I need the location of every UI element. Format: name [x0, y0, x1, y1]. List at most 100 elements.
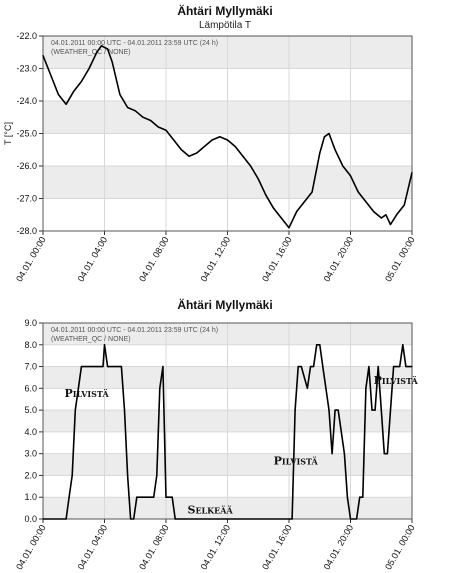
data-point: [303, 201, 305, 203]
data-point: [399, 365, 401, 368]
data-point: [389, 409, 392, 411]
data-point: [173, 139, 175, 141]
data-point: [42, 54, 44, 57]
data-point: [300, 365, 302, 368]
y-axis-label: T [°C]: [3, 122, 13, 145]
annotation-label: Pilvistä: [374, 374, 419, 387]
data-point: [65, 518, 67, 520]
y-tick-label: 3.0: [24, 449, 37, 459]
data-point: [297, 365, 299, 368]
data-point: [377, 365, 379, 368]
data-point: [392, 365, 395, 368]
data-point: [405, 365, 407, 368]
data-point: [177, 518, 179, 520]
data-point: [196, 152, 198, 154]
data-point: [396, 365, 398, 368]
data-point: [280, 217, 282, 219]
x-tick-label: 04.01. 08:00: [137, 235, 171, 283]
data-point: [325, 387, 327, 389]
data-point: [111, 61, 113, 63]
data-point: [50, 74, 52, 76]
data-point: [385, 214, 387, 216]
data-point: [309, 365, 312, 368]
data-point: [403, 204, 405, 206]
x-tick-label: 04.01. 12:00: [199, 235, 233, 283]
data-point: [123, 409, 126, 411]
data-point: [180, 518, 182, 520]
data-point: [108, 365, 110, 368]
data-point: [188, 155, 190, 157]
data-point: [356, 518, 358, 520]
y-tick-label: 4.0: [24, 427, 37, 437]
y-tick-label: 6.0: [24, 383, 37, 393]
data-point: [174, 518, 176, 520]
x-tick-label: 05.01. 00:00: [383, 235, 417, 283]
data-point: [408, 365, 410, 368]
data-point: [343, 453, 345, 455]
data-point: [162, 365, 164, 368]
data-point: [103, 344, 106, 346]
x-tick-label: 04.01. 20:00: [322, 523, 356, 571]
data-point: [106, 48, 109, 50]
y-tick-label: 9.0: [24, 318, 37, 328]
data-point: [386, 453, 388, 455]
data-point: [357, 191, 359, 193]
y-tick-label: 0.0: [24, 514, 37, 524]
data-point: [71, 474, 73, 477]
data-point: [165, 496, 167, 498]
x-tick-label: 04.01. 12:00: [199, 523, 233, 571]
data-point: [371, 409, 373, 411]
data-point: [73, 90, 75, 92]
data-point: [136, 496, 138, 498]
y-tick-label: 8.0: [24, 340, 37, 350]
x-tick-label: 05.01. 00:00: [383, 523, 417, 571]
data-point: [88, 67, 90, 70]
data-point: [165, 129, 167, 131]
data-point: [134, 110, 136, 112]
data-point: [249, 165, 252, 167]
data-point: [372, 210, 375, 213]
data-point: [389, 223, 392, 226]
x-tick-label: 04.01. 04:00: [76, 235, 110, 283]
data-point: [139, 496, 141, 498]
data-point: [100, 45, 103, 47]
data-point: [133, 518, 135, 520]
data-point: [80, 365, 83, 368]
data-point: [365, 201, 367, 203]
data-point: [96, 51, 98, 53]
period-info-text: 04.01.2011 00:00 UTC - 04.01.2011 23:59 …: [51, 40, 218, 47]
data-point: [306, 387, 309, 389]
data-point: [42, 518, 44, 520]
y-tick-label: -25.0: [16, 129, 37, 139]
y-tick-label: -28.0: [16, 226, 37, 236]
data-point: [342, 165, 344, 167]
y-tick-label: -23.0: [16, 64, 37, 74]
data-point: [126, 106, 129, 109]
data-point: [346, 496, 349, 498]
data-point: [368, 365, 370, 368]
data-point: [150, 119, 152, 122]
data-point: [226, 139, 229, 141]
temperature-chart-panel: Ähtäri Myllymäki Lämpötila T -22.0 -23.0 -…: [0, 0, 450, 286]
y-tick-label: 7.0: [24, 362, 37, 372]
data-point: [352, 518, 355, 520]
x-tick-label: 04.01. 20:00: [322, 235, 356, 283]
data-point: [211, 139, 213, 141]
data-point: [319, 344, 321, 346]
y-tick-label: -27.0: [16, 194, 37, 204]
chart-title: Ähtäri Myllymäki: [177, 298, 273, 312]
series-line: [42, 44, 413, 229]
data-point: [383, 453, 385, 455]
y-tick-label: -24.0: [16, 96, 37, 106]
plot-frame: [42, 35, 413, 232]
x-tick-label: 04.01. 08:00: [137, 523, 171, 571]
x-tick-label: 04.01. 04:00: [76, 523, 110, 571]
data-point: [102, 365, 104, 368]
data-point: [157, 126, 159, 128]
data-point: [159, 387, 161, 389]
data-point: [319, 152, 321, 154]
data-point: [359, 496, 361, 498]
data-point: [411, 171, 413, 174]
data-point: [396, 214, 398, 216]
data-point: [380, 409, 382, 411]
